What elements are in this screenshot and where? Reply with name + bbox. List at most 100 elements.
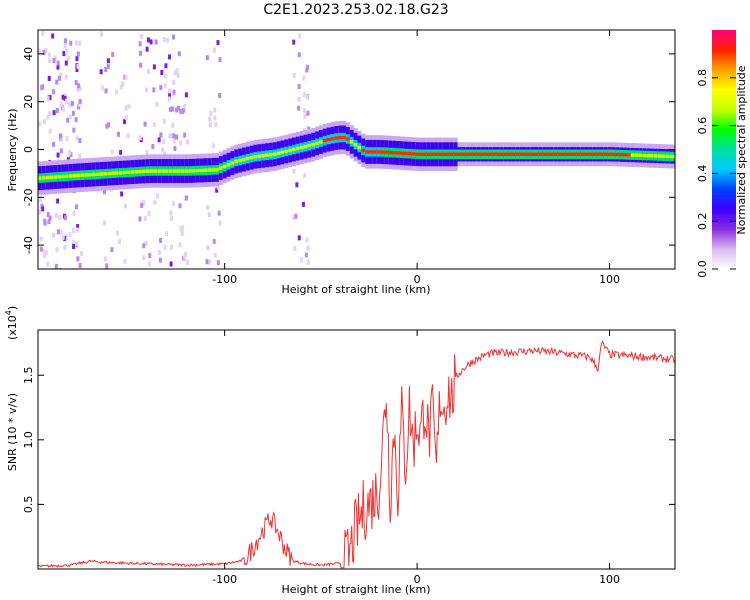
noise-speck — [63, 215, 67, 221]
spectrogram-panel: -100 0 100 -40 -20 0 20 40 Height of straight … — [6, 29, 676, 296]
ridge-core — [107, 171, 112, 176]
noise-speck — [75, 67, 79, 73]
ridge-core — [522, 152, 527, 156]
noise-speck — [55, 107, 59, 113]
noise-speck — [168, 54, 172, 60]
noise-speck — [297, 83, 301, 89]
ridge-core — [599, 152, 604, 156]
noise-speck — [161, 147, 165, 153]
noise-speck — [293, 245, 297, 251]
snr-y-label: SNR (10 * v/v) — [6, 393, 19, 471]
noise-speck — [78, 138, 82, 144]
noise-speck — [70, 101, 74, 107]
noise-speck — [48, 215, 52, 221]
ridge-core — [299, 145, 304, 150]
snr-frame — [37, 329, 676, 570]
x-tick-label: -100 — [212, 273, 237, 286]
noise-speck — [78, 101, 82, 107]
ridge-core — [353, 143, 358, 147]
noise-speck — [61, 106, 65, 112]
noise-speck — [164, 73, 168, 79]
noise-speck — [55, 247, 59, 253]
noise-speck — [43, 253, 47, 259]
snr-x-ticks: -100 0 100 — [212, 330, 620, 586]
noise-speck — [142, 255, 146, 261]
noise-speck — [157, 137, 161, 143]
noise-speck — [171, 122, 175, 128]
ridge-core — [322, 138, 327, 143]
noise-speck — [66, 117, 70, 123]
ridge-core — [476, 152, 481, 156]
noise-speck — [173, 70, 177, 76]
noise-speck — [116, 131, 120, 137]
noise-speck — [67, 102, 71, 108]
noise-speck — [139, 34, 143, 40]
ridge-core — [430, 152, 435, 156]
noise-speck — [75, 135, 79, 141]
ridge-core — [253, 154, 258, 159]
noise-speck — [68, 114, 72, 120]
noise-speck — [211, 143, 215, 149]
ridge-core — [268, 153, 273, 157]
noise-speck — [297, 96, 301, 102]
noise-speck — [306, 245, 310, 251]
ridge-core — [669, 154, 674, 159]
noise-speck — [208, 116, 212, 122]
noise-speck — [216, 184, 220, 190]
noise-speck — [61, 235, 65, 241]
ridge-core — [638, 153, 643, 158]
noise-speck — [142, 200, 146, 206]
noise-speck — [292, 215, 296, 221]
noise-speck — [159, 84, 163, 90]
snr-x-label: Height of straight line (km) — [281, 583, 430, 596]
spectrogram-y-label: Frequency (Hz) — [6, 109, 19, 192]
ridge-core — [188, 169, 193, 173]
noise-speck — [68, 149, 72, 155]
ridge-core — [661, 154, 666, 158]
ridge-core — [311, 143, 316, 147]
noise-speck — [304, 252, 308, 258]
noise-speck — [57, 75, 61, 81]
noise-speck — [52, 232, 56, 238]
ridge-core — [114, 171, 119, 175]
noise-speck — [159, 237, 163, 243]
noise-speck — [216, 40, 220, 46]
ridge-core — [118, 171, 123, 175]
noise-speck — [183, 103, 187, 109]
ridge-core — [411, 152, 416, 156]
noise-speck — [139, 50, 143, 56]
noise-speck — [72, 239, 76, 245]
ridge-core — [45, 175, 50, 180]
noise-speck — [154, 39, 158, 45]
noise-speck — [76, 87, 80, 93]
noise-speck — [144, 87, 148, 93]
ridge-core — [230, 161, 235, 165]
ridge-core — [484, 152, 489, 156]
noise-speck — [64, 60, 68, 66]
noise-speck — [207, 212, 211, 218]
noise-speck — [76, 256, 80, 262]
noise-speck — [164, 231, 168, 237]
ridge-core — [334, 136, 339, 140]
ridge-core — [615, 152, 620, 157]
noise-speck — [58, 214, 62, 220]
colorbar-tick-label: 0.8 — [696, 69, 709, 87]
y-tick-label: -40 — [22, 236, 35, 254]
ridge-core — [199, 168, 204, 173]
ridge-core — [345, 137, 350, 141]
spectrogram-x-label: Height of straight line (km) — [281, 283, 430, 296]
noise-speck — [138, 41, 142, 47]
noise-speck — [305, 94, 309, 100]
ridge-core — [584, 152, 589, 156]
noise-speck — [215, 187, 219, 193]
noise-speck — [76, 63, 80, 69]
noise-speck — [39, 197, 43, 203]
ridge-core — [342, 135, 347, 140]
noise-speck — [48, 128, 52, 134]
x-tick-label: 100 — [599, 273, 620, 286]
noise-speck — [63, 42, 67, 48]
snr-series-line — [38, 340, 675, 569]
noise-speck — [121, 81, 125, 87]
noise-speck — [175, 107, 179, 113]
ridge-core — [288, 148, 293, 153]
